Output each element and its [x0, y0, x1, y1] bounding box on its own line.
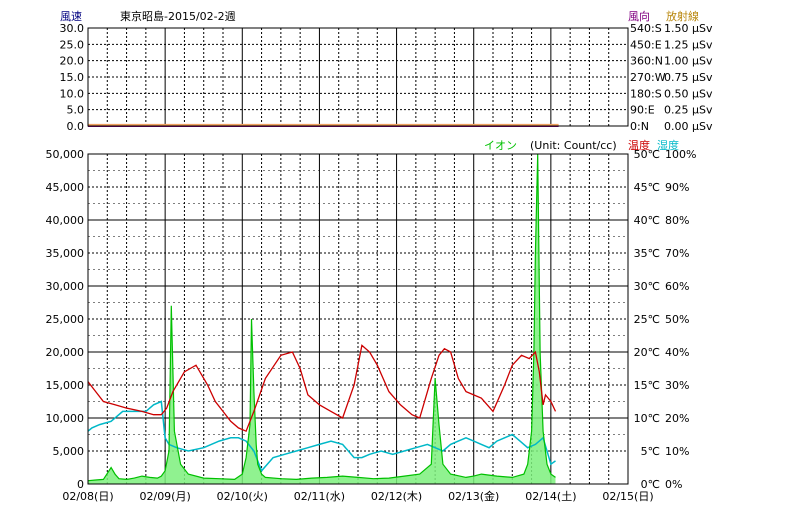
temperature-tick: 10℃ — [634, 412, 660, 425]
radiation-tick: 0.50 μSv — [664, 87, 713, 100]
date-tick: 02/14(土) — [525, 490, 576, 503]
wind-speed-tick: 5.0 — [67, 104, 85, 117]
date-axis: 02/08(日) 02/09(月) 02/10(火) 02/11(水) 02/12(木)… — [62, 489, 653, 503]
radiation-tick: 0.25 μSv — [664, 104, 713, 117]
radiation-tick: 1.50 μSv — [664, 22, 713, 35]
temperature-tick: 35℃ — [634, 247, 660, 260]
humidity-tick: 70% — [665, 247, 689, 260]
ion-tick: 10,000 — [46, 412, 85, 425]
date-tick: 02/08(日) — [62, 490, 113, 503]
top-panel-frame — [87, 27, 629, 127]
humidity-tick: 60% — [665, 280, 689, 293]
ion-tick: 45,000 — [46, 181, 85, 194]
wind-speed-tick: 20.0 — [60, 55, 85, 68]
radiation-tick: 0.75 μSv — [664, 71, 713, 84]
ion-tick: 15,000 — [46, 379, 85, 392]
temperature-label: 温度 — [628, 138, 650, 152]
wind-direction-tick: 90:E — [630, 104, 655, 117]
wind-direction-tick: 180:S — [630, 87, 662, 100]
humidity-tick: 80% — [665, 214, 689, 227]
bottom-panel-frame — [87, 153, 629, 485]
wind-direction-tick: 0:N — [630, 120, 649, 133]
chart-title: 東京昭島-2015/02-2週 — [120, 9, 236, 23]
ion-tick: 30,000 — [46, 280, 85, 293]
ion-tick: 40,000 — [46, 214, 85, 227]
humidity-label: 湿度 — [657, 138, 679, 152]
humidity-tick: 20% — [665, 412, 689, 425]
radiation-label: 放射線 — [666, 9, 699, 23]
wind-direction-tick: 450:E — [630, 38, 662, 51]
temperature-tick: 25℃ — [634, 313, 660, 326]
wind-speed-tick: 30.0 — [60, 22, 85, 35]
wind-speed-tick: 25.0 — [60, 38, 85, 51]
date-tick: 02/10(火) — [217, 490, 268, 503]
temperature-tick: 50℃ — [634, 148, 660, 161]
ion-label: イオン — [484, 139, 517, 152]
date-tick: 02/11(水) — [294, 490, 345, 503]
humidity-tick: 100% — [665, 148, 696, 161]
temperature-tick: 40℃ — [634, 214, 660, 227]
ion-unit-label: (Unit: Count/cc) — [530, 139, 617, 152]
wind-direction-tick: 360:N — [630, 55, 663, 68]
temperature-tick: 45℃ — [634, 181, 660, 194]
radiation-tick: 0.00 μSv — [664, 120, 713, 133]
bottom-panel-series — [87, 153, 557, 484]
humidity-line — [87, 400, 556, 473]
humidity-tick: 10% — [665, 445, 689, 458]
radiation-tick: 1.25 μSv — [664, 38, 713, 51]
bottom-panel-ticks: 50,000 45,000 40,000 35,000 30,000 25,000 20,0… — [46, 148, 697, 491]
wind-speed-label: 風速 — [60, 10, 82, 23]
wind-direction-tick: 270:W — [630, 71, 666, 84]
date-tick: 02/15(日) — [602, 490, 653, 503]
date-tick: 02/13(金) — [448, 489, 499, 503]
wind-speed-tick: 15.0 — [60, 71, 85, 84]
temperature-tick: 30℃ — [634, 280, 660, 293]
ion-line — [87, 153, 556, 482]
date-tick: 02/09(月) — [139, 490, 190, 503]
humidity-tick: 90% — [665, 181, 689, 194]
ion-tick: 20,000 — [46, 346, 85, 359]
humidity-tick: 30% — [665, 379, 689, 392]
temperature-tick: 5℃ — [641, 445, 660, 458]
top-panel-grid — [88, 28, 628, 126]
temperature-tick: 20℃ — [634, 346, 660, 359]
wind-speed-tick: 0.0 — [67, 120, 85, 133]
wind-direction-label: 風向 — [628, 9, 650, 23]
radiation-tick: 1.00 μSv — [664, 55, 713, 68]
ion-tick: 50,000 — [46, 148, 85, 161]
ion-tick: 0 — [77, 478, 84, 491]
temperature-tick: 0℃ — [641, 478, 660, 491]
ion-tick: 25,000 — [46, 313, 85, 326]
humidity-tick: 50% — [665, 313, 689, 326]
date-tick: 02/12(木) — [371, 490, 422, 503]
humidity-tick: 40% — [665, 346, 689, 359]
temperature-tick: 15℃ — [634, 379, 660, 392]
temperature-line — [87, 344, 557, 433]
ion-tick: 35,000 — [46, 247, 85, 260]
top-panel-ticks: 30.0 25.0 20.0 15.0 10.0 5.0 0.0 540:S 450:E 360:… — [60, 22, 713, 133]
humidity-tick: 0% — [665, 478, 682, 491]
ion-tick: 5,000 — [53, 445, 85, 458]
wind-speed-tick: 10.0 — [60, 87, 85, 100]
wind-direction-tick: 540:S — [630, 22, 662, 35]
